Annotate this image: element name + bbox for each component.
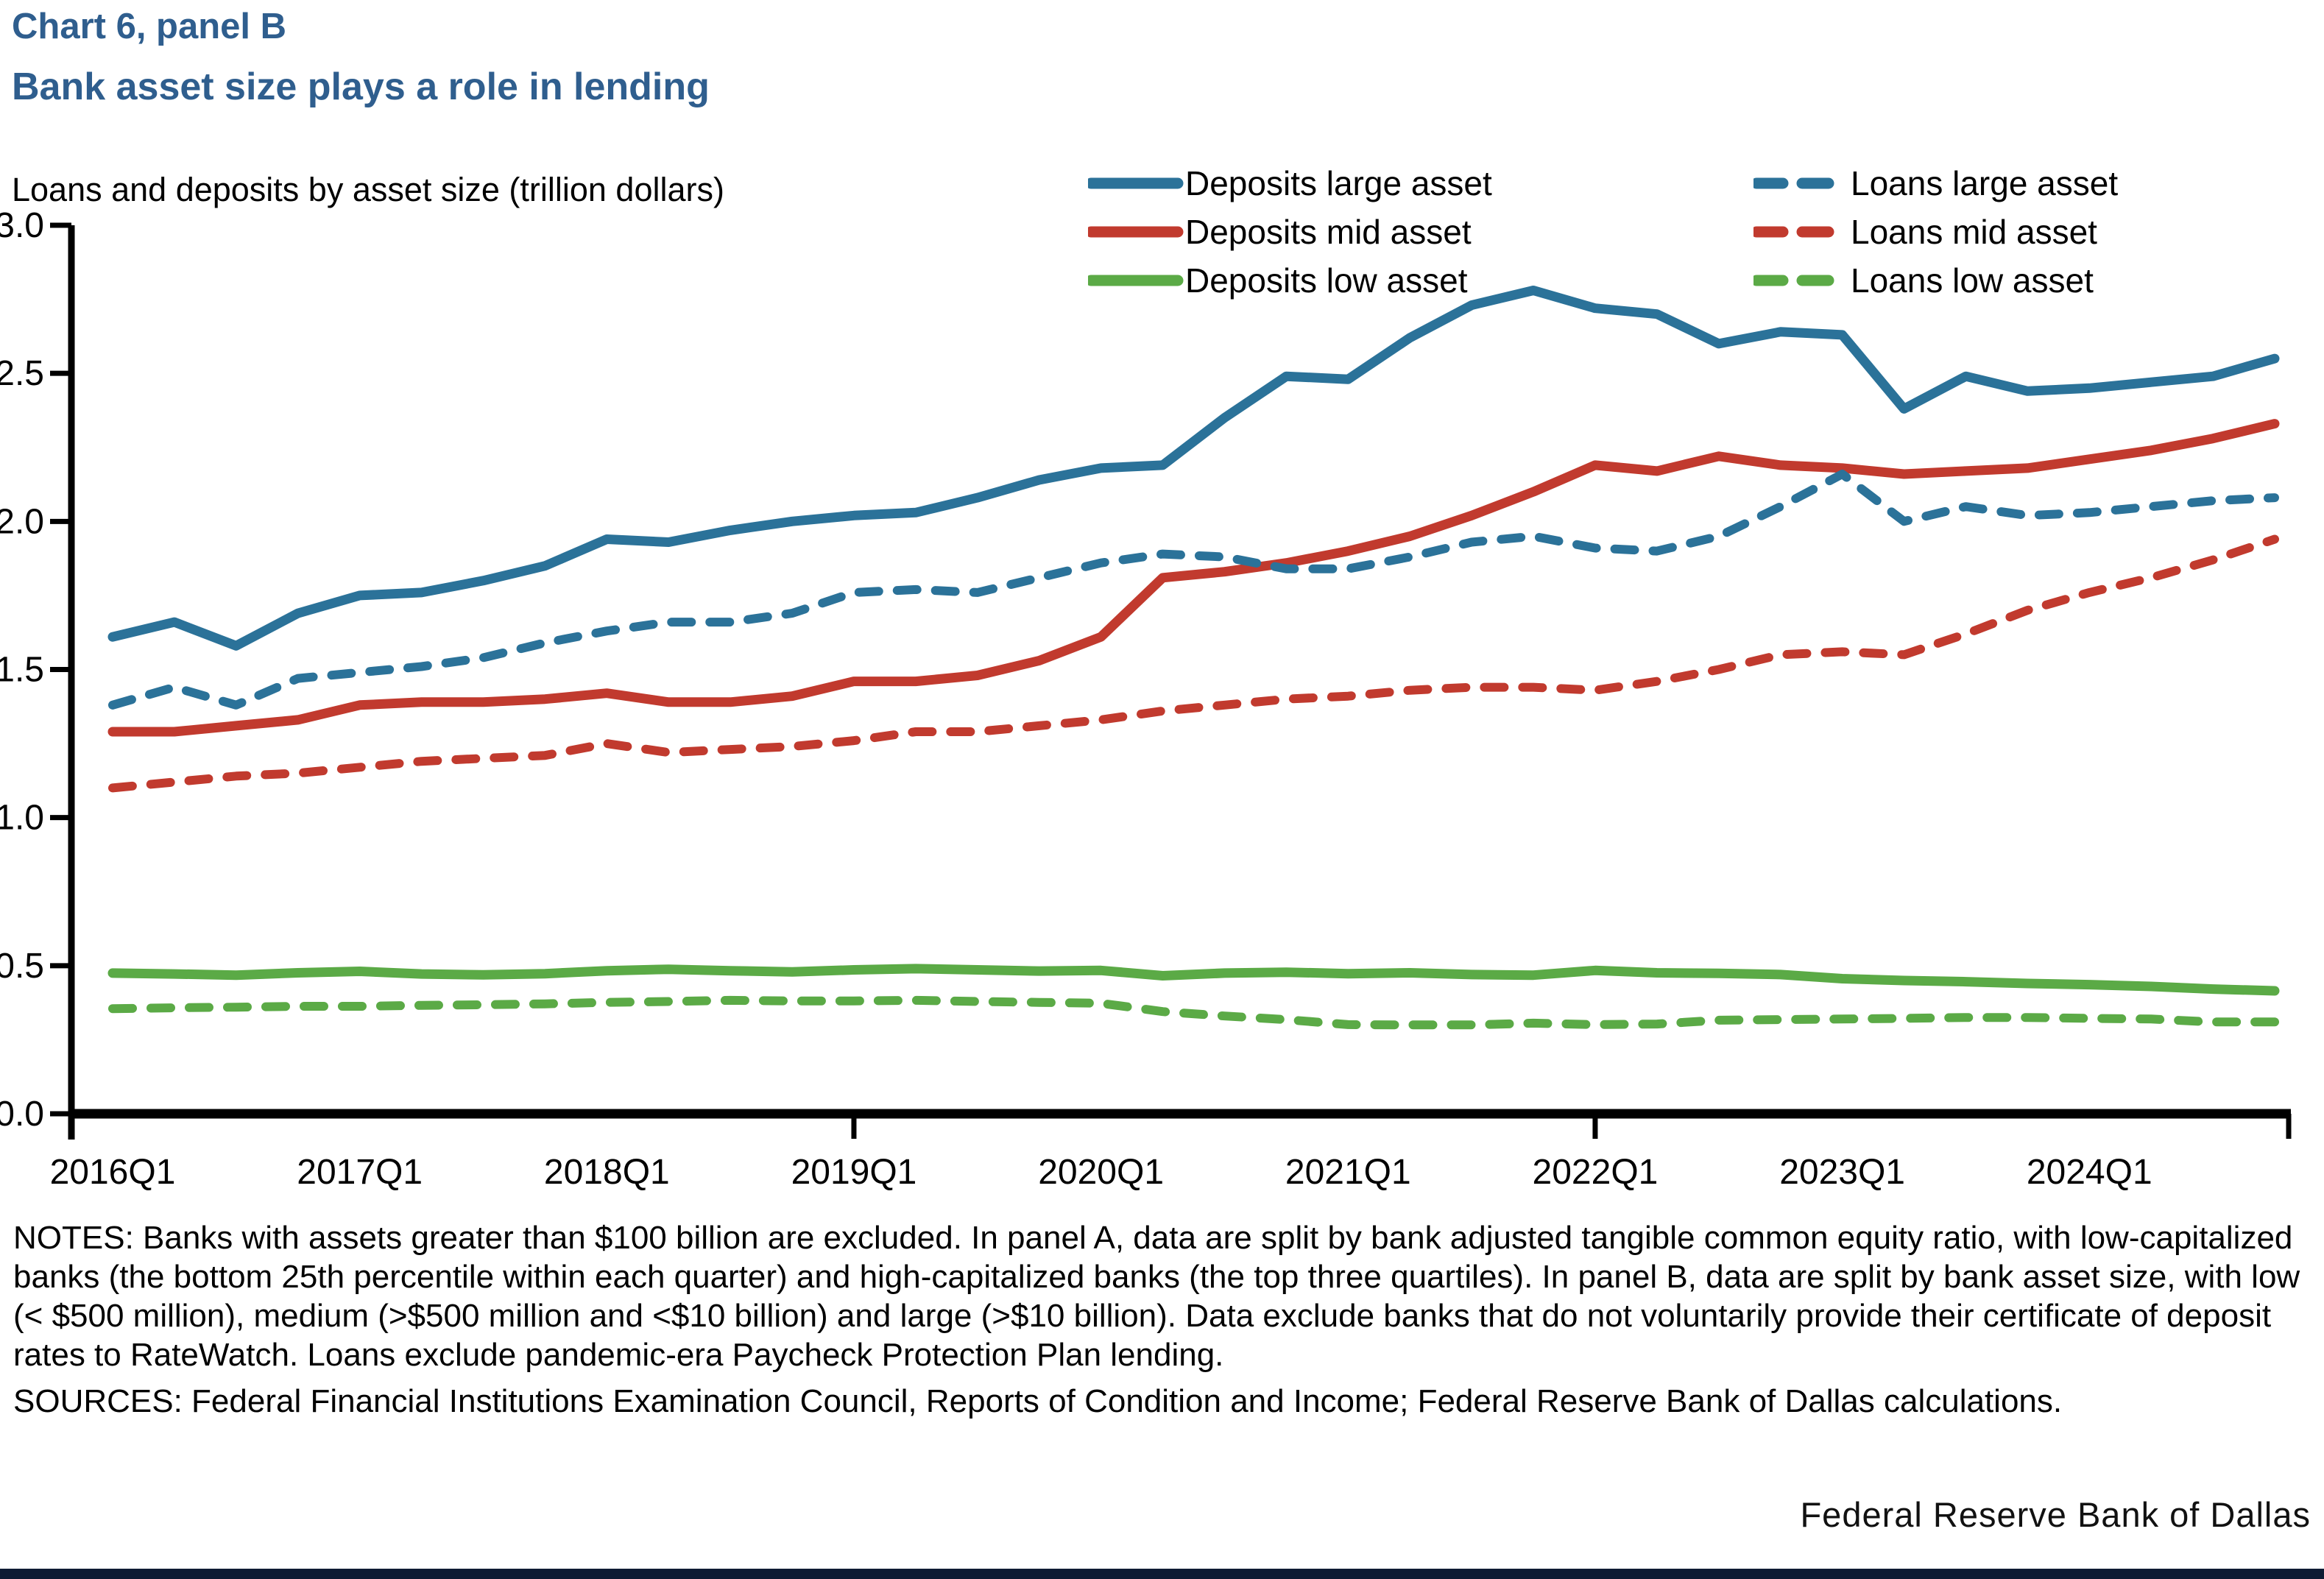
series-line-loans-mid-asset <box>108 534 2279 793</box>
x-tick-label: 2020Q1 <box>1038 1153 1164 1192</box>
y-tick-label: 0.0 <box>0 1095 44 1134</box>
loans-mid-dashed-swatch-icon <box>1753 226 1849 238</box>
x-tick-label: 2016Q1 <box>50 1153 176 1192</box>
legend-label: Loans large asset <box>1851 164 2119 202</box>
legend-item-loans-mid: Loans mid asset <box>1753 208 2118 256</box>
x-tick-label: 2024Q1 <box>2027 1153 2152 1192</box>
x-tick-label: 2021Q1 <box>1285 1153 1411 1192</box>
legend-item-deposits-large: Deposits large asset <box>1088 159 1492 208</box>
x-tick-label: 2023Q1 <box>1779 1153 1905 1192</box>
y-tick-label: 1.5 <box>0 651 44 690</box>
x-tick-label: 2018Q1 <box>544 1153 670 1192</box>
loans-large-dashed-swatch-icon <box>1753 177 1849 189</box>
page-title: Bank asset size plays a role in lending <box>12 66 710 108</box>
y-axis-title: Loans and deposits by asset size (trilli… <box>12 171 724 208</box>
legend-label: Loans mid asset <box>1851 213 2097 251</box>
legend-label: Deposits large asset <box>1185 164 1492 202</box>
y-tick-label: 1.0 <box>0 799 44 838</box>
legend-item-loans-large: Loans large asset <box>1753 159 2118 208</box>
legend-label: Deposits mid asset <box>1185 213 1472 251</box>
chart-kicker: Chart 6, panel B <box>12 7 287 46</box>
x-tick-label: 2019Q1 <box>791 1153 917 1192</box>
legend-label: Loans low asset <box>1851 261 2094 300</box>
x-tick-label: 2022Q1 <box>1533 1153 1659 1192</box>
series-line-loans-low-asset <box>108 995 2279 1030</box>
deposits-mid-line-swatch-icon <box>1088 226 1184 238</box>
legend-label: Deposits low asset <box>1185 261 1468 300</box>
deposits-large-line-swatch-icon <box>1088 177 1184 189</box>
y-tick-label: 0.5 <box>0 947 44 986</box>
series-line-deposits-low-asset <box>107 964 2280 996</box>
legend-item-deposits-low: Deposits low asset <box>1088 256 1492 305</box>
legend-column-loans: Loans large asset Loans mid asset Loans … <box>1753 159 2118 305</box>
y-tick-label: 2.0 <box>0 502 44 541</box>
loans-low-dashed-swatch-icon <box>1753 275 1849 286</box>
series-line-deposits-large-asset <box>107 286 2280 651</box>
legend-column-deposits: Deposits large asset Deposits mid asset … <box>1088 159 1492 305</box>
notes-block: NOTES: Banks with assets greater than $1… <box>13 1218 2311 1428</box>
y-tick-label: 3.0 <box>0 206 44 245</box>
y-tick-label: 2.5 <box>0 354 44 393</box>
deposits-low-line-swatch-icon <box>1088 275 1184 286</box>
bottom-accent-bar <box>0 1569 2324 1579</box>
sources-text: SOURCES: Federal Financial Institutions … <box>13 1383 2063 1419</box>
x-tick-label: 2017Q1 <box>297 1153 423 1192</box>
line-chart-plot: 0.0 0.5 1.0 1.5 2.0 2.5 3.0 2016Q1 2017Q1 2018Q1 2… <box>0 206 2292 1192</box>
legend-item-deposits-mid: Deposits mid asset <box>1088 208 1492 256</box>
dallas-fed-brand: Federal Reserve Bank of Dallas <box>1800 1495 2311 1534</box>
legend-item-loans-low: Loans low asset <box>1753 256 2118 305</box>
series-line-deposits-mid-asset <box>107 419 2280 737</box>
notes-text: NOTES: Banks with assets greater than $1… <box>13 1220 2300 1373</box>
